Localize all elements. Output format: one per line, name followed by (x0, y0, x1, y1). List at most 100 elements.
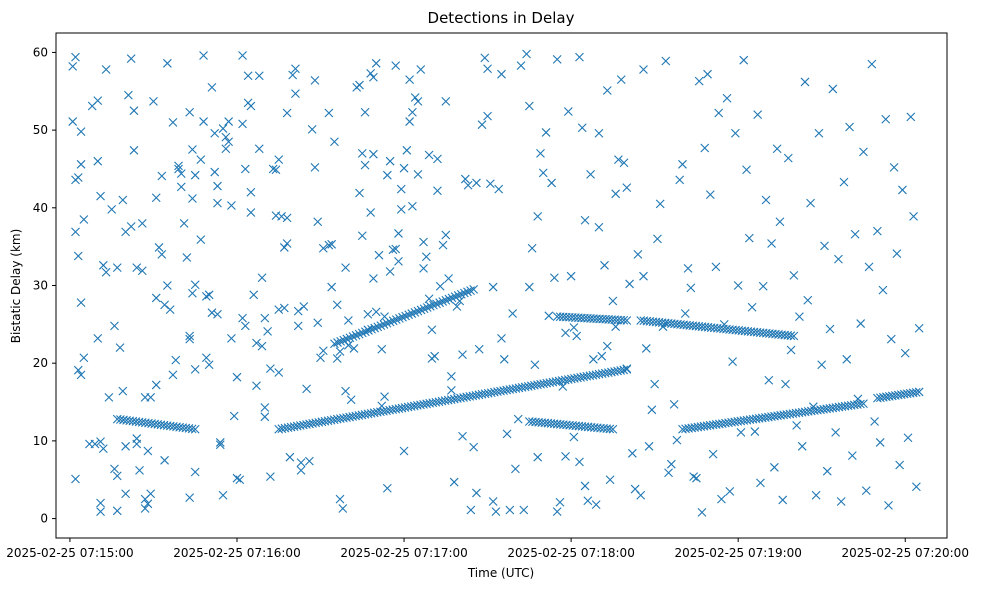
detection-point (580, 481, 590, 491)
detection-point (527, 243, 537, 253)
detection-point (817, 360, 827, 370)
detection-point (346, 395, 356, 405)
detection-point (279, 303, 289, 313)
detection-point (188, 194, 197, 203)
detection-point (898, 185, 907, 195)
detection-point (227, 201, 236, 210)
detection-point (483, 111, 492, 121)
detection-point (424, 150, 434, 160)
detection-point (277, 211, 286, 221)
detection-point (318, 243, 328, 253)
detection-point (911, 482, 921, 492)
detection-point (822, 466, 832, 476)
detection-point (370, 323, 380, 333)
detection-point (460, 174, 470, 184)
detection-point (373, 322, 383, 332)
detection-point (739, 55, 749, 65)
detection-point (561, 328, 570, 338)
detection-point (399, 163, 409, 173)
detection-point (201, 353, 211, 363)
detection-point (458, 350, 467, 360)
detection-point (405, 117, 415, 126)
detection-point (274, 155, 284, 165)
detection-point (459, 288, 469, 298)
detection-point (845, 122, 854, 132)
detection-point (229, 411, 239, 421)
detection-point (577, 123, 587, 133)
detection-point (162, 281, 172, 290)
detection-point (430, 351, 440, 361)
detection-point (463, 180, 473, 190)
detection-point (196, 235, 206, 245)
detection-point (900, 348, 910, 358)
detection-point (408, 107, 417, 117)
detection-point (221, 132, 231, 142)
detection-point (600, 260, 609, 270)
detection-point (488, 497, 498, 506)
detection-point (825, 324, 835, 334)
detection-point (391, 244, 401, 254)
x-tick-label: 2025-02-25 07:15:00 (6, 546, 133, 560)
detection-point (296, 458, 306, 468)
detection-point (828, 84, 838, 94)
detection-point (524, 282, 534, 292)
detection-point (394, 229, 403, 238)
detection-point (563, 107, 573, 116)
detection-point (588, 354, 598, 364)
detection-point (364, 326, 373, 335)
detection-point (605, 475, 615, 485)
detection-point (310, 163, 320, 172)
detection-point (332, 354, 342, 363)
detection-point (458, 431, 467, 441)
detection-point (814, 128, 824, 138)
detection-point (188, 288, 197, 298)
detection-point (625, 279, 634, 289)
detection-point (90, 439, 100, 449)
detection-point (402, 145, 412, 155)
detection-point (252, 338, 261, 348)
detection-point (168, 117, 178, 127)
detection-point (497, 333, 506, 343)
detection-point (435, 281, 445, 291)
y-tick-label: 0 (40, 512, 48, 526)
detection-point (552, 55, 562, 64)
detection-point (104, 392, 114, 402)
detection-point (435, 298, 445, 308)
detection-point (800, 77, 810, 87)
detection-point (254, 144, 264, 154)
detection-point (246, 101, 256, 111)
detection-point (686, 283, 696, 293)
detection-point (204, 290, 214, 300)
detection-point (341, 386, 350, 396)
detection-point (96, 498, 105, 508)
detection-point (416, 305, 426, 315)
y-tick-label: 10 (33, 434, 48, 448)
detection-point (174, 161, 183, 171)
detection-point (339, 335, 349, 345)
detection-point (369, 149, 378, 159)
detection-point (171, 355, 181, 365)
detection-point (204, 360, 214, 370)
detection-point (377, 344, 387, 354)
detection-point (190, 365, 200, 374)
detection-point (441, 230, 451, 240)
detection-point (135, 466, 144, 475)
detection-point (605, 424, 615, 434)
detection-point (410, 307, 420, 317)
detection-point (73, 365, 83, 375)
detection-point (379, 320, 389, 329)
detection-point (834, 254, 843, 264)
detection-point (199, 51, 208, 60)
detection-point (282, 239, 292, 248)
detection-point (162, 58, 172, 68)
detection-point (524, 101, 534, 111)
detection-point (98, 260, 108, 270)
y-axis-ticks: 0 10 20 30 40 50 60 (33, 45, 56, 526)
detection-point (118, 386, 128, 396)
detection-point (151, 380, 161, 390)
y-tick-label: 40 (33, 201, 48, 215)
detection-point (419, 237, 428, 247)
detection-point (266, 472, 275, 482)
detection-point (118, 195, 128, 205)
